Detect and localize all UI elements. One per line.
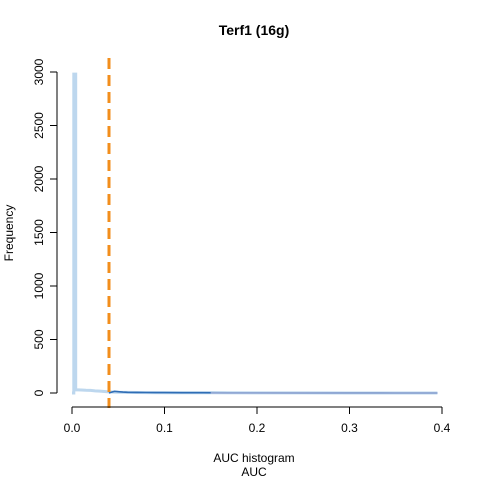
x-tick-label: 0.3 (341, 421, 358, 435)
y-tick-label: 0 (32, 389, 46, 396)
y-tick-label: 3000 (32, 58, 46, 85)
chart-title: Terf1 (16g) (219, 22, 290, 38)
y-tick-label: 1500 (32, 219, 46, 246)
x-tick-label: 0.0 (64, 421, 81, 435)
x-tick-label: 0.1 (156, 421, 173, 435)
y-axis: 0 500 1000 1500 2000 2500 3000 (32, 58, 58, 396)
y-tick-label: 500 (32, 329, 46, 349)
x-axis-label-line-1: AUC histogram (213, 451, 294, 465)
x-axis: 0.0 0.1 0.2 0.3 0.4 (64, 406, 451, 435)
y-tick-label: 2500 (32, 112, 46, 139)
x-tick-label: 0.4 (434, 421, 451, 435)
y-axis-label: Frequency (2, 205, 16, 262)
x-axis-label-line-2: AUC (241, 465, 267, 479)
y-tick-label: 2000 (32, 165, 46, 192)
histogram-series (72, 72, 438, 395)
y-tick-label: 1000 (32, 272, 46, 299)
series-line-1 (72, 72, 438, 395)
x-tick-label: 0.2 (249, 421, 266, 435)
